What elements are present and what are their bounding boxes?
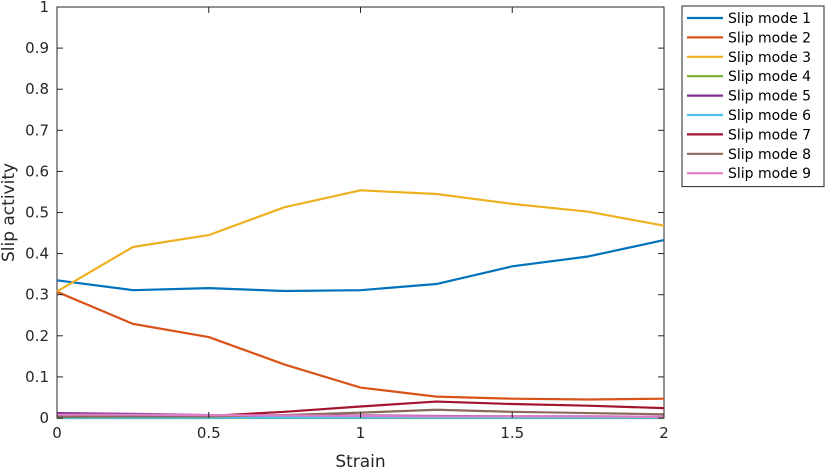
legend-entry-label: Slip mode 4 (728, 69, 811, 85)
y-tick-label: 1 (39, 0, 49, 16)
x-tick-label: 0 (52, 424, 62, 442)
y-tick-label: 0.7 (25, 121, 49, 139)
y-tick-label: 0.2 (25, 327, 49, 345)
series-line-slip-mode-3 (56, 189, 665, 293)
y-tick-label: 0.6 (25, 162, 49, 180)
legend-entry-label: Slip mode 8 (728, 147, 811, 163)
legend-entry-label: Slip mode 9 (728, 166, 811, 182)
legend-entry-label: Slip mode 7 (728, 127, 811, 143)
y-tick-label: 0 (39, 409, 49, 427)
legend-entry-label: Slip mode 5 (728, 89, 811, 105)
y-tick-label: 0.1 (25, 368, 49, 386)
x-axis-label: Strain (335, 452, 385, 469)
y-tick-label: 0.3 (25, 286, 49, 304)
series-line-slip-mode-1 (56, 238, 665, 293)
y-tick-label: 0.8 (25, 80, 49, 98)
y-tick-label: 0.5 (25, 204, 49, 222)
x-tick-label: 2 (659, 424, 669, 442)
legend-entry-label: Slip mode 2 (728, 30, 811, 46)
y-axis-label: Slip activity (0, 163, 19, 262)
axis-ticks: 0 0.5 1 1.5 2 0 0.1 0.2 0.3 0.4 0.5 0.6 0.7 0.8 0.9 1 (25, 0, 669, 442)
y-tick-label: 0.4 (25, 245, 49, 263)
plot-area (56, 6, 665, 420)
series-line-slip-mode-2 (56, 290, 665, 401)
legend-entry-label: Slip mode 1 (728, 11, 811, 27)
x-tick-label: 1.5 (500, 424, 524, 442)
x-tick-label: 1 (356, 424, 366, 442)
x-tick-label: 0.5 (197, 424, 221, 442)
axes-box (56, 6, 665, 419)
legend-entry-label: Slip mode 3 (728, 50, 811, 66)
legend-entry-label: Slip mode 6 (728, 108, 811, 124)
y-tick-label: 0.9 (25, 39, 49, 57)
legend: Slip mode 1 Slip mode 2 Slip mode 3 Slip mo… (681, 5, 825, 188)
